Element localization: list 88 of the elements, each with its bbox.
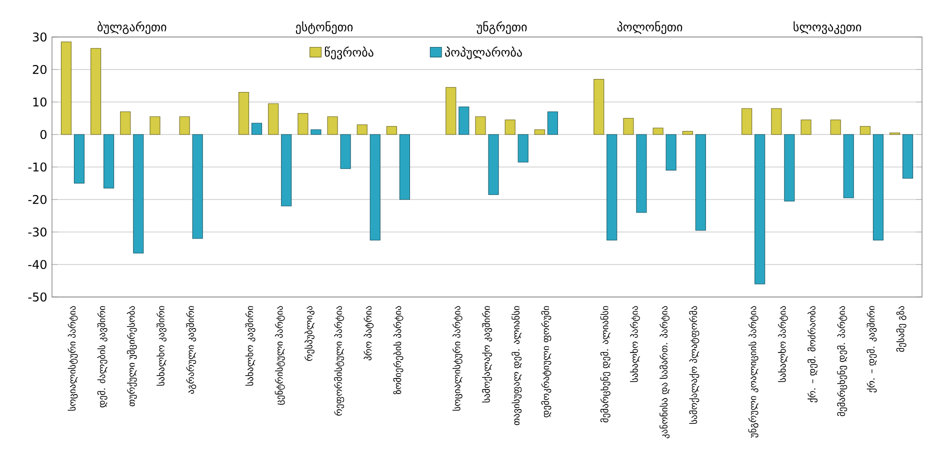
x-tick-label: სამოქალაქო პლატფორმა [689,306,700,424]
bar [340,134,351,169]
bar [636,134,647,213]
x-tick-label: რესპუბლიკა [304,306,314,361]
bar [547,111,558,135]
bar [179,116,190,135]
legend-label: წევრობა [324,46,374,60]
x-tick-label: სახალხო პარტია [778,306,788,382]
bar [104,134,114,188]
bar [74,134,84,184]
bar [150,116,160,135]
text: პოლონეთი [617,21,682,34]
y-tick-label: 30 [32,32,46,42]
x-tick-label: სამოქალაქო კავშირი [482,306,492,402]
bar [771,108,782,135]
x-tick-label: თურქული უმცირესობა [126,306,137,406]
bar [192,134,203,239]
bar [518,134,528,162]
x-tick-label: კანონისა და სამართ. პარტია [660,306,670,438]
x-tick-label: სახალხო კავშირი [156,306,166,386]
bar [594,78,604,135]
x-tick-label: მესამე გზა [896,306,906,352]
x-tick-label: სახალხო კავშირი [245,306,256,386]
bar [666,134,676,171]
y-tick-label: 0 [40,130,46,140]
x-tick-label: პრო პატრია [364,306,374,360]
y-tick-label: 10 [33,97,46,107]
y-tick-label: -50 [28,292,46,302]
bar [742,108,752,135]
bar [902,134,914,179]
text: სლოვაკეთი [794,21,862,34]
text: უნგრეთი [476,21,527,34]
bar [327,116,338,135]
bar [120,111,131,135]
x-tick-label: მემარცხენე დემ. პარტია [837,306,848,416]
x-tick-label: აგრარული კავშირი [186,306,196,394]
bar [800,120,812,135]
y-tick-label: 20 [32,64,46,74]
bar [830,120,841,135]
x-tick-label: ქრ. – დემ. მოძრაობა [808,306,818,402]
bar [784,134,795,202]
x-tick-label: სოციალისტური პარტია [68,306,78,411]
x-tick-label: თავისუფალ დემ. ალიანსი [512,306,522,426]
bar [238,92,250,135]
bar [623,118,634,135]
bar [843,134,854,198]
bar [310,129,322,135]
bar [606,134,618,240]
bar [534,129,545,135]
bar [356,124,368,135]
bar [860,126,870,135]
bar [504,120,516,135]
x-tick-label: ცენტრისტული პარტია [274,306,285,405]
bar [399,134,410,200]
bar [268,103,279,135]
x-tick-label: დემ. ძალების კავშირი [97,306,108,408]
bar [60,42,72,135]
bar [386,126,397,135]
text: ბულგარეთი [98,21,166,34]
x-tick-label: რეფორმისტული პარტია [334,306,344,416]
bar [133,134,144,254]
bar [872,134,884,240]
bar [281,134,292,206]
x-tick-label: სოციალისტური პარტია [452,306,462,411]
y-tick-label: -30 [28,227,46,237]
x-tick-label: უნგრული კოალიციის პარტია [748,306,758,438]
text: ესტონეთი [296,21,353,34]
x-tick-label: დემოკრატიული ფორუმი [541,306,552,418]
legend-label: პოპულარობა [445,46,522,60]
bar [458,106,470,135]
y-tick-label: -20 [28,194,46,204]
bar [370,134,380,240]
y-tick-label: -10 [28,162,46,172]
bar [298,113,308,135]
bar [252,122,262,135]
bar [754,134,766,284]
bar [446,87,456,135]
y-tick-label: -40 [28,260,46,270]
x-tick-label: ზომიერების პარტია [393,306,404,394]
x-tick-label: ქრ. – დემ. კავშირი [866,306,877,392]
bar [652,128,664,135]
bar [695,134,706,231]
bar [682,130,693,135]
bar [90,48,102,135]
x-tick-label: მემარცხენე დემ. ალიანსი [600,306,610,422]
x-tick-label: სახალხო პარტია [630,306,640,382]
bar [475,116,486,135]
bar [488,134,499,195]
